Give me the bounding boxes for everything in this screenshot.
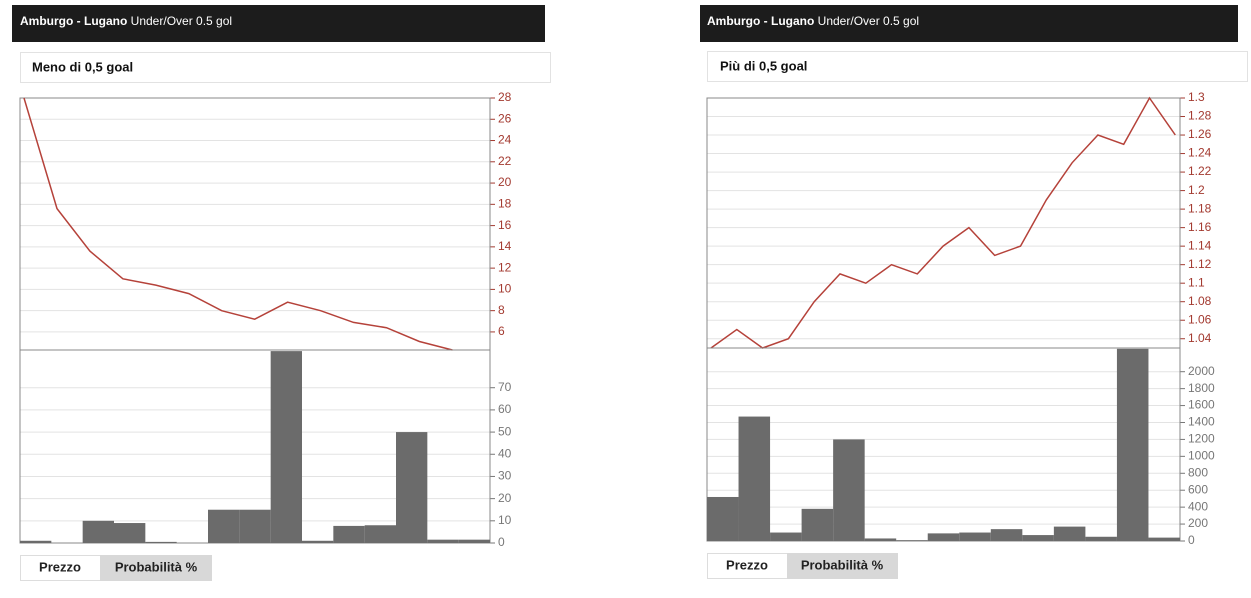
bar	[1085, 536, 1117, 541]
y-tick-label: 1.22	[1188, 164, 1212, 178]
match: Amburgo - Lugano	[707, 14, 814, 28]
price-button-label[interactable]: Prezzo	[39, 559, 81, 574]
match: Amburgo - Lugano	[20, 14, 127, 28]
y-tick-label: 600	[1188, 482, 1208, 496]
price-button[interactable]	[20, 555, 101, 581]
y-tick-label: 1.04	[1188, 331, 1212, 345]
header-bar	[12, 5, 545, 42]
y-tick-label: 1800	[1188, 381, 1215, 395]
y-tick-label: 1200	[1188, 432, 1215, 446]
y-tick-label: 60	[498, 402, 512, 416]
price-button-label[interactable]: Prezzo	[726, 557, 768, 572]
y-tick-label: 12	[498, 260, 512, 274]
y-tick-label: 1.26	[1188, 127, 1212, 141]
y-tick-label: 1.16	[1188, 220, 1212, 234]
bar	[364, 525, 396, 543]
y-tick-label: 1.18	[1188, 201, 1212, 215]
bar	[801, 508, 834, 541]
y-tick-label: 1600	[1188, 398, 1215, 412]
selection[interactable]: Più di 0,5 goal	[720, 58, 807, 73]
y-tick-label: 18	[498, 197, 512, 211]
y-tick-label: 16	[498, 218, 512, 232]
bar	[707, 496, 739, 541]
bar	[1116, 348, 1149, 541]
y-tick-label: 1.2	[1188, 183, 1205, 197]
y-tick-label: 1000	[1188, 449, 1215, 463]
y-tick-label: 800	[1188, 465, 1208, 479]
plot-frame	[706, 347, 1181, 542]
bar	[990, 529, 1023, 541]
market: Under/Over 0.5 gol	[818, 14, 919, 28]
y-tick-label: 22	[498, 154, 512, 168]
bar	[239, 509, 271, 543]
y-tick-label: 1.06	[1188, 312, 1212, 326]
bar	[1148, 537, 1180, 541]
y-tick-label: 200	[1188, 516, 1208, 530]
y-tick-label: 1400	[1188, 415, 1215, 429]
y-tick-label: 10	[498, 282, 512, 296]
y-tick-label: 400	[1188, 499, 1208, 513]
bar	[208, 509, 240, 543]
price-line	[710, 96, 1176, 349]
y-tick-label: 8	[498, 303, 505, 317]
y-tick-label: 1.24	[1188, 146, 1212, 160]
y-tick-label: 0	[498, 535, 505, 549]
selection-box[interactable]	[20, 52, 551, 83]
bar	[738, 416, 771, 541]
y-tick-label: 10	[498, 513, 512, 527]
price-button[interactable]	[707, 553, 788, 579]
selection-box[interactable]	[707, 51, 1248, 82]
y-tick-label: 70	[498, 380, 512, 394]
bar	[1022, 535, 1054, 541]
y-tick-label: 40	[498, 446, 512, 460]
y-tick-label: 1.08	[1188, 294, 1212, 308]
y-tick-label: 1.3	[1188, 90, 1205, 104]
y-tick-label: 26	[498, 111, 512, 125]
bar	[145, 541, 177, 543]
probability-button[interactable]	[100, 555, 212, 581]
bar	[896, 540, 928, 541]
bar	[927, 533, 960, 541]
bar	[114, 523, 146, 543]
bar	[770, 532, 802, 541]
y-tick-label: 24	[498, 133, 512, 147]
y-tick-label: 1.14	[1188, 238, 1212, 252]
y-tick-label: 6	[498, 324, 505, 338]
probability-button-label[interactable]: Probabilità %	[115, 559, 198, 574]
y-tick-label: 0	[1188, 533, 1195, 547]
header: Amburgo - Lugano Under/Over 0.5 gol	[20, 14, 232, 28]
bar	[82, 520, 114, 543]
y-tick-label: 1.1	[1188, 275, 1205, 289]
y-tick-label: 2000	[1188, 364, 1215, 378]
market: Under/Over 0.5 gol	[131, 14, 232, 28]
y-tick-label: 20	[498, 175, 512, 189]
header: Amburgo - Lugano Under/Over 0.5 gol	[707, 14, 919, 28]
bar	[959, 532, 991, 541]
probability-button-label[interactable]: Probabilità %	[801, 557, 884, 572]
bar	[458, 539, 490, 543]
bar	[864, 538, 897, 541]
bar	[270, 351, 302, 543]
y-tick-label: 14	[498, 239, 512, 253]
y-tick-label: 50	[498, 424, 512, 438]
header-bar	[700, 5, 1238, 42]
price-line	[23, 97, 453, 351]
bar	[333, 525, 365, 543]
probability-button[interactable]	[787, 553, 898, 579]
bar	[396, 432, 428, 543]
y-tick-label: 30	[498, 469, 512, 483]
y-tick-label: 1.28	[1188, 109, 1212, 123]
plot-frame	[19, 97, 491, 351]
y-tick-label: 20	[498, 491, 512, 505]
bar	[427, 539, 459, 543]
selection[interactable]: Meno di 0,5 goal	[32, 59, 133, 74]
bar	[833, 439, 865, 541]
bar	[20, 540, 52, 543]
y-tick-label: 1.12	[1188, 257, 1212, 271]
y-tick-label: 28	[498, 90, 512, 104]
bar	[1053, 526, 1086, 541]
bar	[302, 540, 334, 543]
